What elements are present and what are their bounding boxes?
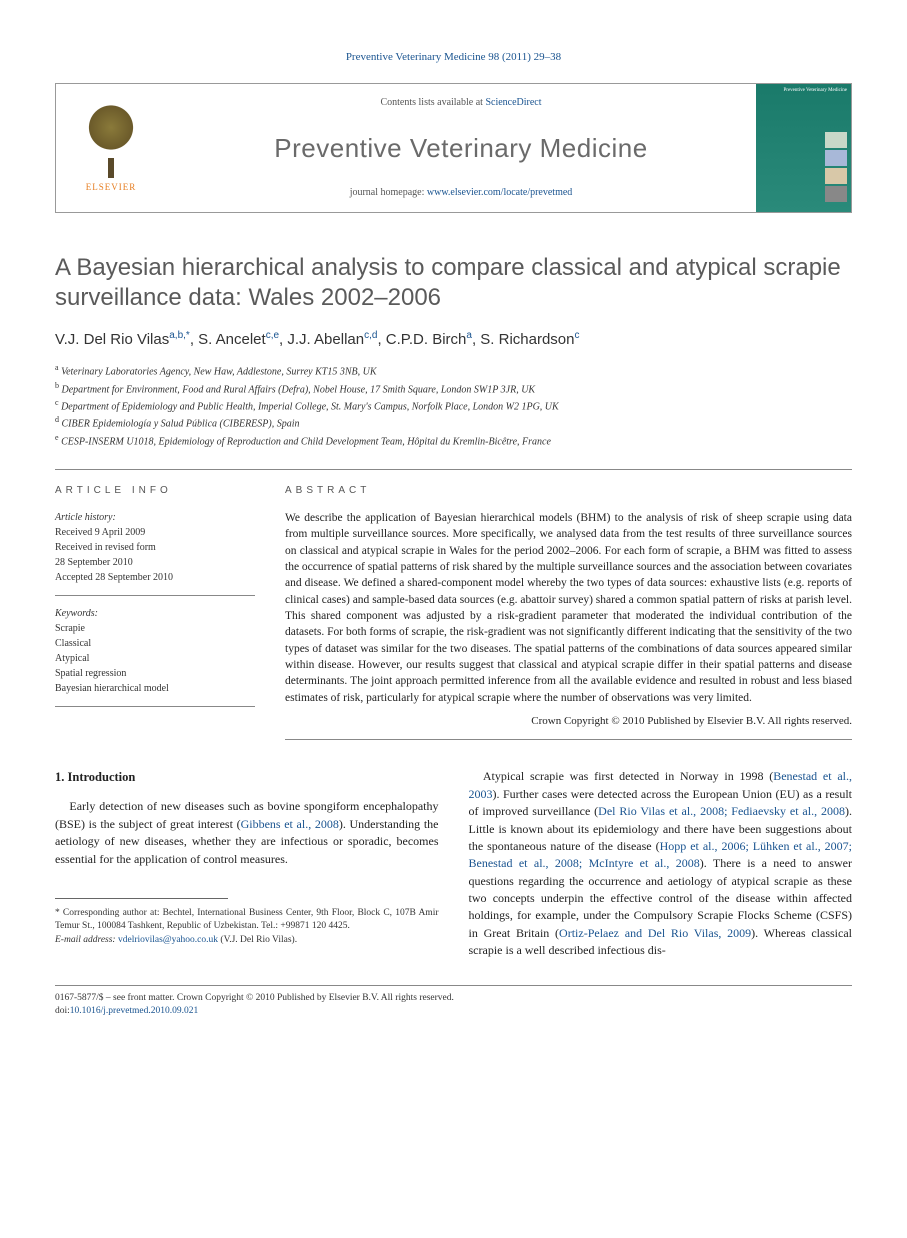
section-number: 1. [55, 770, 64, 784]
article-title: A Bayesian hierarchical analysis to comp… [55, 253, 852, 313]
footnote-separator [55, 898, 228, 899]
publisher-logo-box: ELSEVIER [56, 84, 166, 212]
cover-swatch-2 [825, 150, 847, 166]
rule-above-abstract [55, 469, 852, 470]
homepage-line: journal homepage: www.elsevier.com/locat… [350, 186, 573, 200]
body-columns: 1. Introduction Early detection of new d… [55, 768, 852, 959]
section-title: Introduction [68, 770, 136, 784]
keywords-head: Keywords: [55, 606, 255, 621]
history-head: Article history: [55, 510, 255, 525]
journal-cover-thumbnail: Preventive Veterinary Medicine [756, 84, 851, 212]
corresponding-author: * Corresponding author at: Bechtel, Inte… [55, 907, 439, 934]
keywords-block: Keywords: ScrapieClassicalAtypicalSpatia… [55, 606, 255, 707]
authors-line: V.J. Del Rio Vilasa,b,*, S. Anceletc,e, … [55, 329, 852, 350]
ref-link-gibbens[interactable]: Gibbens et al., 2008 [241, 817, 339, 831]
homepage-prefix: journal homepage: [350, 187, 427, 198]
cover-label: Preventive Veterinary Medicine [784, 88, 848, 94]
abstract-text: We describe the application of Bayesian … [285, 510, 852, 706]
cover-swatch-1 [825, 132, 847, 148]
abstract-copyright: Crown Copyright © 2010 Published by Else… [285, 714, 852, 740]
footnotes: * Corresponding author at: Bechtel, Inte… [55, 907, 439, 947]
contents-available-line: Contents lists available at ScienceDirec… [380, 96, 541, 110]
page-root: Preventive Veterinary Medicine 98 (2011)… [0, 0, 907, 1058]
article-history-block: Article history: Received 9 April 2009Re… [55, 510, 255, 596]
article-info-heading: ARTICLE INFO [55, 484, 255, 498]
history-lines: Received 9 April 2009Received in revised… [55, 525, 255, 585]
intro-paragraph-1: Early detection of new diseases such as … [55, 798, 439, 868]
body-column-right: Atypical scrapie was first detected in N… [469, 768, 853, 959]
p2-a: Atypical scrapie was first detected in N… [483, 769, 773, 783]
section-heading-intro: 1. Introduction [55, 768, 439, 786]
info-abstract-row: ARTICLE INFO Article history: Received 9… [55, 484, 852, 740]
doi-link[interactable]: 10.1016/j.prevetmed.2010.09.021 [70, 1006, 199, 1016]
intro-paragraph-2: Atypical scrapie was first detected in N… [469, 768, 853, 959]
email-post: (V.J. Del Rio Vilas). [218, 935, 297, 945]
abstract-column: ABSTRACT We describe the application of … [285, 484, 852, 740]
homepage-link[interactable]: www.elsevier.com/locate/prevetmed [427, 187, 572, 198]
contents-prefix: Contents lists available at [380, 97, 485, 108]
header-citation: Preventive Veterinary Medicine 98 (2011)… [55, 50, 852, 65]
keywords-lines: ScrapieClassicalAtypicalSpatial regressi… [55, 621, 255, 696]
ref-link-ortiz2009[interactable]: Ortiz-Pelaez and Del Rio Vilas, 2009 [559, 926, 751, 940]
footer-copyright: 0167-5877/$ – see front matter. Crown Co… [55, 992, 852, 1005]
publisher-name: ELSEVIER [86, 181, 137, 194]
journal-center: Contents lists available at ScienceDirec… [166, 84, 756, 212]
cover-swatch-4 [825, 186, 847, 202]
journal-name: Preventive Veterinary Medicine [274, 130, 647, 166]
cover-swatch-3 [825, 168, 847, 184]
sciencedirect-link[interactable]: ScienceDirect [485, 97, 541, 108]
affiliations: a Veterinary Laboratories Agency, New Ha… [55, 362, 852, 449]
page-footer: 0167-5877/$ – see front matter. Crown Co… [55, 985, 852, 1019]
email-line: E-mail address: vdelriovilas@yahoo.co.uk… [55, 934, 439, 947]
article-info-column: ARTICLE INFO Article history: Received 9… [55, 484, 255, 740]
email-label: E-mail address: [55, 935, 116, 945]
email-link[interactable]: vdelriovilas@yahoo.co.uk [118, 935, 218, 945]
doi-label: doi: [55, 1006, 70, 1016]
journal-header: ELSEVIER Contents lists available at Sci… [55, 83, 852, 213]
elsevier-tree-icon [81, 103, 141, 173]
abstract-heading: ABSTRACT [285, 484, 852, 498]
ref-link-delrio2008[interactable]: Del Rio Vilas et al., 2008; Fediaevsky e… [598, 804, 845, 818]
footer-doi-line: doi:10.1016/j.prevetmed.2010.09.021 [55, 1005, 852, 1018]
body-column-left: 1. Introduction Early detection of new d… [55, 768, 439, 959]
